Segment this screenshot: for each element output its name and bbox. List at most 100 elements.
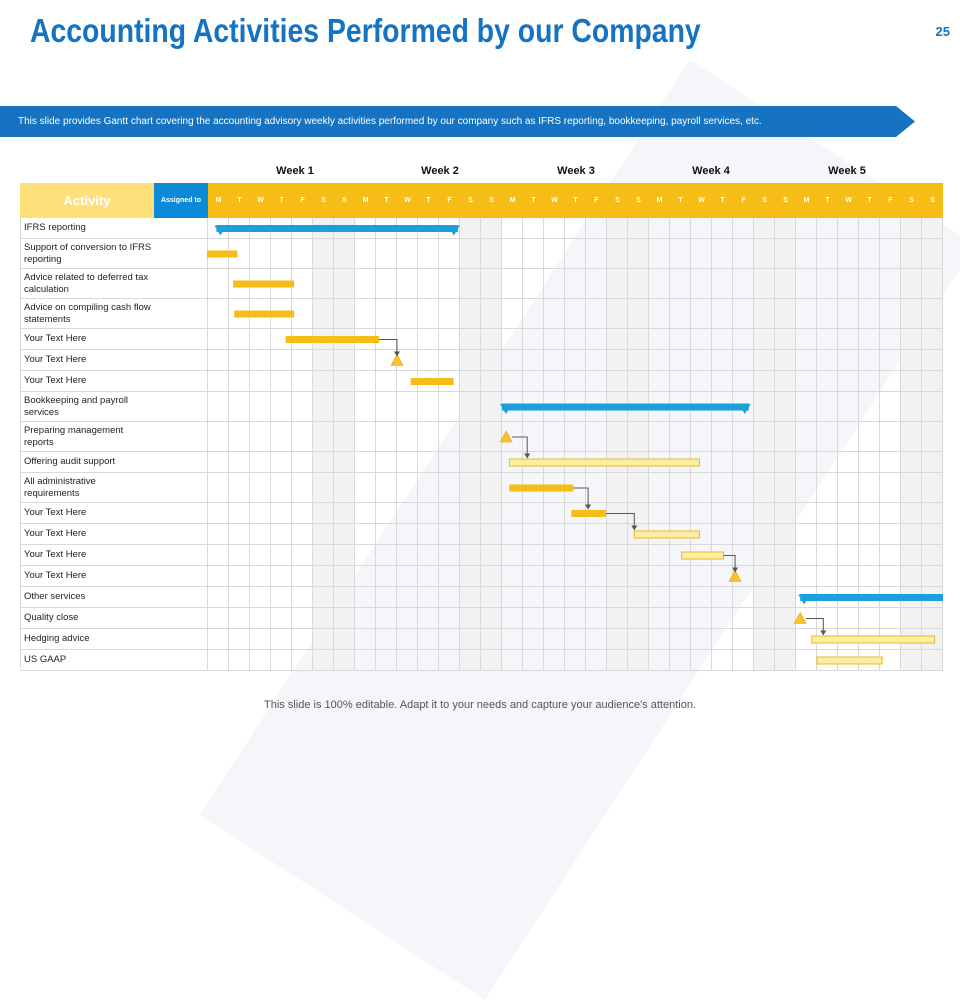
grid-cell [334, 350, 355, 371]
grid-cell [628, 218, 649, 239]
grid-cell [355, 650, 376, 671]
summary-bar [216, 225, 458, 232]
grid-cell [817, 371, 838, 392]
day-header: M [509, 197, 516, 204]
activity-row: All administrative requirements [20, 473, 208, 503]
grid-cell [691, 629, 712, 650]
dependency-arrow [585, 504, 592, 510]
grid-cell [754, 422, 775, 452]
grid-cell [481, 422, 502, 452]
grid-cell [229, 371, 250, 392]
grid-cell [439, 218, 460, 239]
grid-cell [439, 503, 460, 524]
grid-cell [649, 650, 670, 671]
day-header: F [741, 197, 746, 204]
grid-cell [208, 452, 229, 473]
grid-cell [628, 587, 649, 608]
activity-row: IFRS reporting [20, 218, 208, 239]
task-bar [410, 378, 454, 385]
grid-cell [250, 350, 271, 371]
grid-cell [691, 371, 712, 392]
grid-cell [733, 545, 754, 566]
grid-cell [460, 392, 481, 422]
grid-cell [313, 392, 334, 422]
grid-cell [838, 524, 859, 545]
grid-cell [733, 350, 754, 371]
dependency-line [605, 513, 635, 530]
grid-cell [901, 329, 922, 350]
grid-cell [397, 350, 418, 371]
grid-cell [901, 608, 922, 629]
grid-cell [397, 329, 418, 350]
grid-cell [565, 371, 586, 392]
grid-cell [397, 608, 418, 629]
grid-cell [502, 524, 523, 545]
grid-cell [544, 299, 565, 329]
activity-row: Bookkeeping and payroll services [20, 392, 208, 422]
grid-cell [481, 452, 502, 473]
grid-cell [859, 392, 880, 422]
grid-cell [460, 422, 481, 452]
grid-cell [775, 473, 796, 503]
grid-cell [712, 218, 733, 239]
grid-cell [271, 629, 292, 650]
grid-cell [397, 269, 418, 299]
grid-cell [565, 299, 586, 329]
grid-cell [481, 545, 502, 566]
grid-cell [670, 371, 691, 392]
grid-cell [628, 545, 649, 566]
grid-cell [712, 329, 733, 350]
grid-cell [229, 392, 250, 422]
grid-cell [481, 239, 502, 269]
grid-cell [334, 545, 355, 566]
grid-cell [817, 299, 838, 329]
grid-cell [754, 524, 775, 545]
activity-label: All administrative requirements [24, 475, 96, 499]
grid-cell [208, 371, 229, 392]
grid-cell [796, 422, 817, 452]
grid-cell [481, 371, 502, 392]
day-header: S [489, 197, 494, 204]
grid-cell [712, 587, 733, 608]
grid-cell [460, 218, 481, 239]
grid-cell [229, 629, 250, 650]
task-bar [233, 280, 295, 288]
grid-cell [733, 299, 754, 329]
grid-cell [859, 350, 880, 371]
day-header: W [845, 197, 852, 204]
grid-cell [355, 503, 376, 524]
grid-cell [691, 608, 712, 629]
grid-cell [670, 269, 691, 299]
grid-cell [502, 350, 523, 371]
grid-cell [250, 650, 271, 671]
day-header: T [279, 197, 284, 204]
activity-row: Your Text Here [20, 371, 208, 392]
grid-cell [670, 350, 691, 371]
grid-cell [523, 299, 544, 329]
grid-cell [523, 608, 544, 629]
grid-cell [544, 650, 565, 671]
grid-cell [208, 503, 229, 524]
task-bar [206, 250, 238, 258]
grid-cell [607, 299, 628, 329]
activity-label: Advice related to deferred tax calculati… [24, 271, 149, 295]
activity-row: Preparing management reports [20, 422, 208, 452]
grid-cell [880, 503, 901, 524]
grid-cell [880, 545, 901, 566]
activity-label: Hedging advice [24, 633, 90, 644]
milestone-marker [728, 569, 742, 582]
footer-note: This slide is 100% editable. Adapt it to… [264, 699, 696, 711]
grid-cell [649, 545, 670, 566]
dependency-line [723, 555, 736, 572]
day-header: S [930, 197, 935, 204]
grid-cell [397, 650, 418, 671]
grid-cell [250, 239, 271, 269]
gantt-bars-layer [206, 225, 943, 665]
grid-cell [754, 566, 775, 587]
grid-cell [292, 422, 313, 452]
grid-cell [313, 566, 334, 587]
grid-cell [418, 608, 439, 629]
grid-cell [376, 269, 397, 299]
grid-cell [250, 587, 271, 608]
grid-cell [880, 524, 901, 545]
